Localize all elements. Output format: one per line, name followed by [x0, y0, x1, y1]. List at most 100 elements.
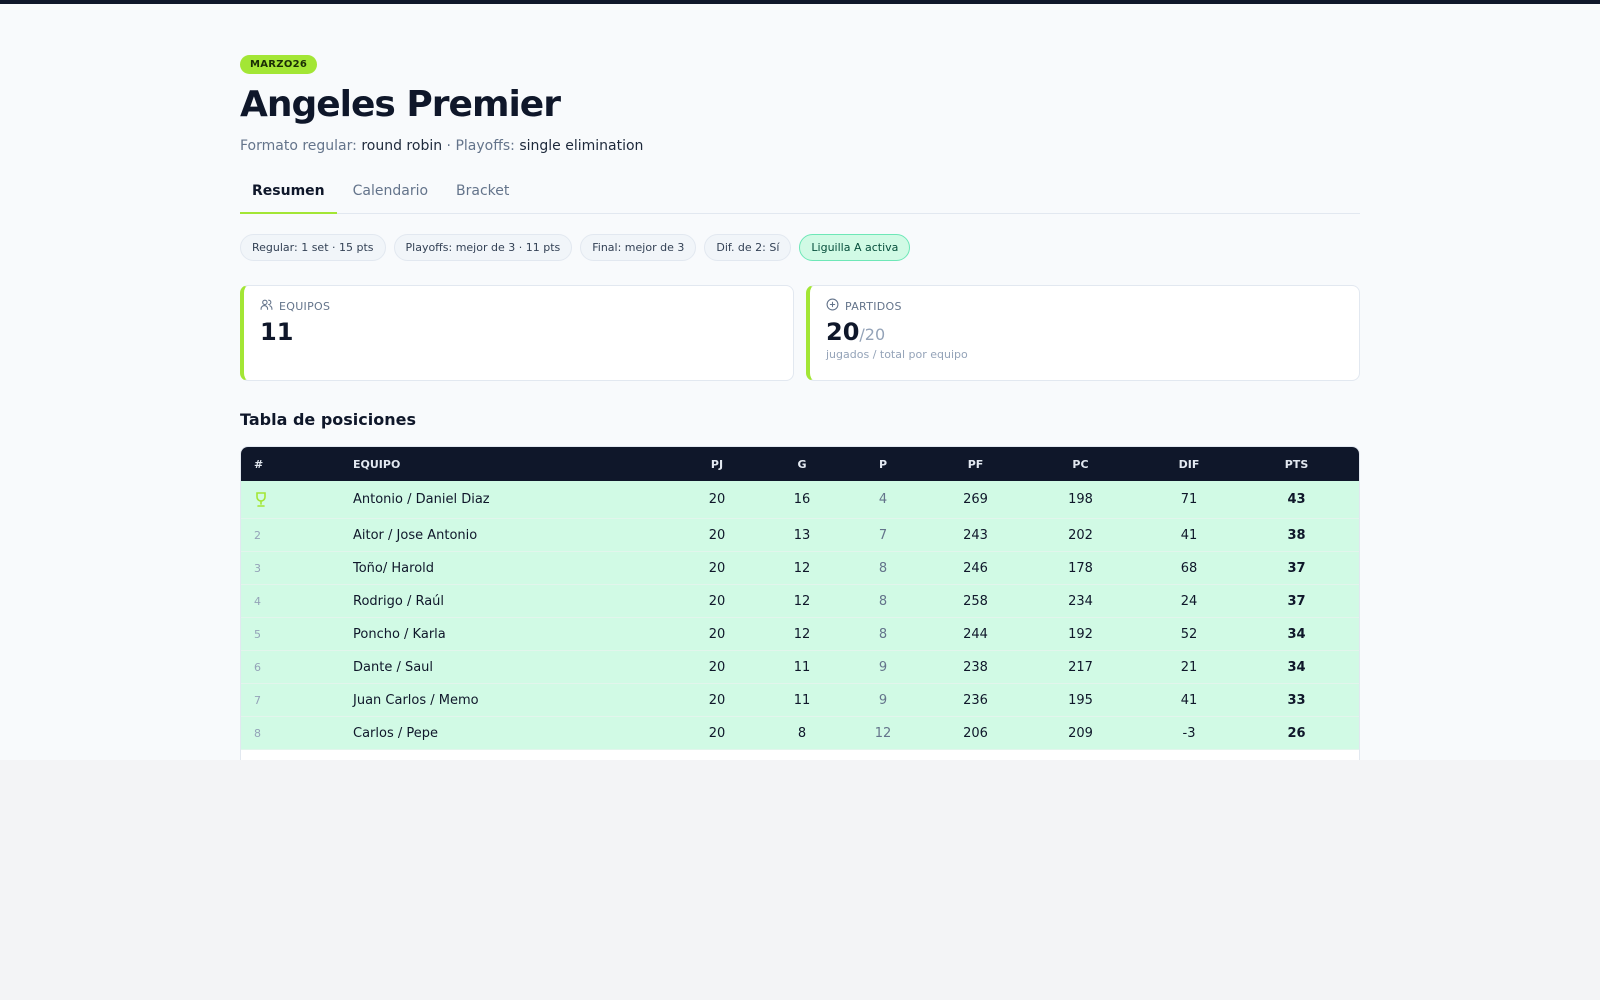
cell-pf: 236	[963, 692, 988, 708]
cell-pos: 9	[241, 760, 353, 761]
matches-played: 20	[826, 318, 860, 346]
playoffs-value: single elimination	[519, 138, 644, 154]
users-icon	[260, 298, 273, 314]
header-pos[interactable]: #	[254, 457, 264, 471]
cell-p: 7	[878, 527, 888, 543]
cell-pc: 192	[1068, 626, 1093, 642]
cell-pj: 20	[708, 527, 726, 543]
plus-circle-icon	[826, 298, 839, 314]
cell-pos: 6	[254, 660, 261, 674]
cell-pos: 2	[254, 528, 261, 542]
cell-p: 9	[878, 659, 888, 675]
header-g[interactable]: G	[797, 457, 807, 471]
cell-pf: 243	[963, 527, 988, 543]
cell-team: Juan Carlos / Memo	[353, 692, 479, 708]
matches-value-wrap: 20/20	[826, 318, 1343, 346]
cell-g: 12	[793, 626, 811, 642]
cell-pc: 234	[1068, 593, 1093, 609]
cell-pts: 37	[1287, 593, 1306, 609]
matches-note: jugados / total por equipo	[826, 348, 968, 361]
chip-regular: Regular: 1 set · 15 pts	[240, 234, 386, 261]
standings-table: # EQUIPO PJ G P PF PC DIF PTS Antonio / …	[240, 446, 1360, 760]
header-pc[interactable]: PC	[1072, 457, 1089, 471]
header-pj[interactable]: PJ	[710, 457, 724, 471]
cell-team: Dante / Saul	[353, 659, 434, 675]
cell-p: 9	[878, 692, 888, 708]
cell-pts: 26	[1287, 725, 1306, 741]
cell-pf: 206	[963, 725, 988, 741]
season-badge: MARZO26	[240, 55, 318, 74]
cell-pf: 244	[963, 626, 988, 642]
cell-team: Valentin / Ricardo	[353, 759, 673, 761]
cell-pc: 195	[1068, 692, 1093, 708]
header-pf[interactable]: PF	[967, 457, 984, 471]
trophy-icon	[241, 491, 353, 508]
cell-pj: 20	[708, 560, 726, 576]
cell-pc: 224	[1028, 759, 1133, 761]
cell-g: 13	[793, 527, 811, 543]
cell-pts: 34	[1287, 659, 1306, 675]
cell-g: 7	[761, 759, 843, 761]
header-dif[interactable]: DIF	[1178, 457, 1200, 471]
cell-dif: 68	[1180, 560, 1198, 576]
cell-pj: 20	[708, 659, 726, 675]
header-team[interactable]: EQUIPO	[353, 457, 401, 471]
header-p[interactable]: P	[878, 457, 888, 471]
rules-chips: Regular: 1 set · 15 pts Playoffs: mejor …	[240, 234, 911, 261]
table-row[interactable]: 7 Juan Carlos / Memo 20 11 9 236 195 41 33	[241, 684, 1359, 717]
teams-count: 11	[260, 318, 294, 346]
cell-pj: 20	[708, 725, 726, 741]
cell-dif: -29	[1133, 759, 1245, 761]
page-title: Angeles Premier	[240, 84, 561, 125]
cell-team: Rodrigo / Raúl	[353, 593, 445, 609]
cell-pc: 202	[1068, 527, 1093, 543]
table-row[interactable]: 6 Dante / Saul 20 11 9 238 217 21 34	[241, 651, 1359, 684]
cell-pts: 37	[1287, 560, 1306, 576]
table-body: Antonio / Daniel Diaz 20 16 4 269 198 71 43 2 Ait…	[241, 481, 1359, 760]
cell-pos: 5	[254, 627, 261, 641]
table-row[interactable]: Antonio / Daniel Diaz 20 16 4 269 198 71 43	[241, 481, 1359, 519]
table-row[interactable]: 2 Aitor / Jose Antonio 20 13 7 243 202 41 38	[241, 519, 1359, 552]
chip-playoffs: Playoffs: mejor de 3 · 11 pts	[393, 234, 573, 261]
cell-pf: 269	[963, 492, 988, 507]
table-row[interactable]: 8 Carlos / Pepe 20 8 12 206 209 -3 26	[241, 717, 1359, 750]
cell-dif: -3	[1182, 725, 1196, 741]
cell-dif: 52	[1180, 626, 1198, 642]
tab-bracket[interactable]: Bracket	[456, 183, 510, 199]
cell-pc: 198	[1068, 492, 1093, 507]
cell-dif: 21	[1180, 659, 1198, 675]
cell-g: 12	[793, 593, 811, 609]
table-row[interactable]: 9Valentin / Ricardo20713195224-2921	[241, 750, 1359, 761]
cell-pc: 217	[1068, 659, 1093, 675]
cell-pj: 20	[708, 692, 726, 708]
table-header: # EQUIPO PJ G P PF PC DIF PTS	[241, 447, 1359, 481]
cell-pts: 34	[1287, 626, 1306, 642]
table-row[interactable]: 4 Rodrigo / Raúl 20 12 8 258 234 24 37	[241, 585, 1359, 618]
cell-pc: 178	[1068, 560, 1093, 576]
header-pts[interactable]: PTS	[1284, 457, 1309, 471]
cell-team: Carlos / Pepe	[353, 725, 438, 741]
cell-g: 8	[797, 725, 807, 741]
cell-dif: 24	[1180, 593, 1198, 609]
tab-resumen[interactable]: Resumen	[240, 170, 337, 214]
cell-pj: 20	[708, 593, 726, 609]
table-row[interactable]: 3 Toño/ Harold 20 12 8 246 178 68 37	[241, 552, 1359, 585]
cell-dif: 41	[1180, 692, 1198, 708]
cell-g: 16	[793, 492, 811, 507]
tab-bar: Resumen Calendario Bracket	[240, 170, 1360, 214]
cell-dif: 71	[1180, 492, 1198, 507]
cell-team: Poncho / Karla	[353, 626, 446, 642]
cell-g: 11	[793, 692, 811, 708]
teams-card-header: EQUIPOS	[260, 298, 777, 314]
matches-card-header: PARTIDOS	[826, 298, 1343, 314]
chip-diff: Dif. de 2: Sí	[704, 234, 792, 261]
cell-p: 12	[874, 725, 892, 741]
cell-pf: 258	[963, 593, 988, 609]
cell-pj: 20	[673, 759, 761, 761]
cell-pf: 195	[923, 759, 1028, 761]
matches-total: /20	[859, 325, 886, 344]
tab-calendario[interactable]: Calendario	[352, 183, 429, 199]
cell-dif: 41	[1180, 527, 1198, 543]
cell-pos: 8	[254, 726, 261, 740]
table-row[interactable]: 5 Poncho / Karla 20 12 8 244 192 52 34	[241, 618, 1359, 651]
